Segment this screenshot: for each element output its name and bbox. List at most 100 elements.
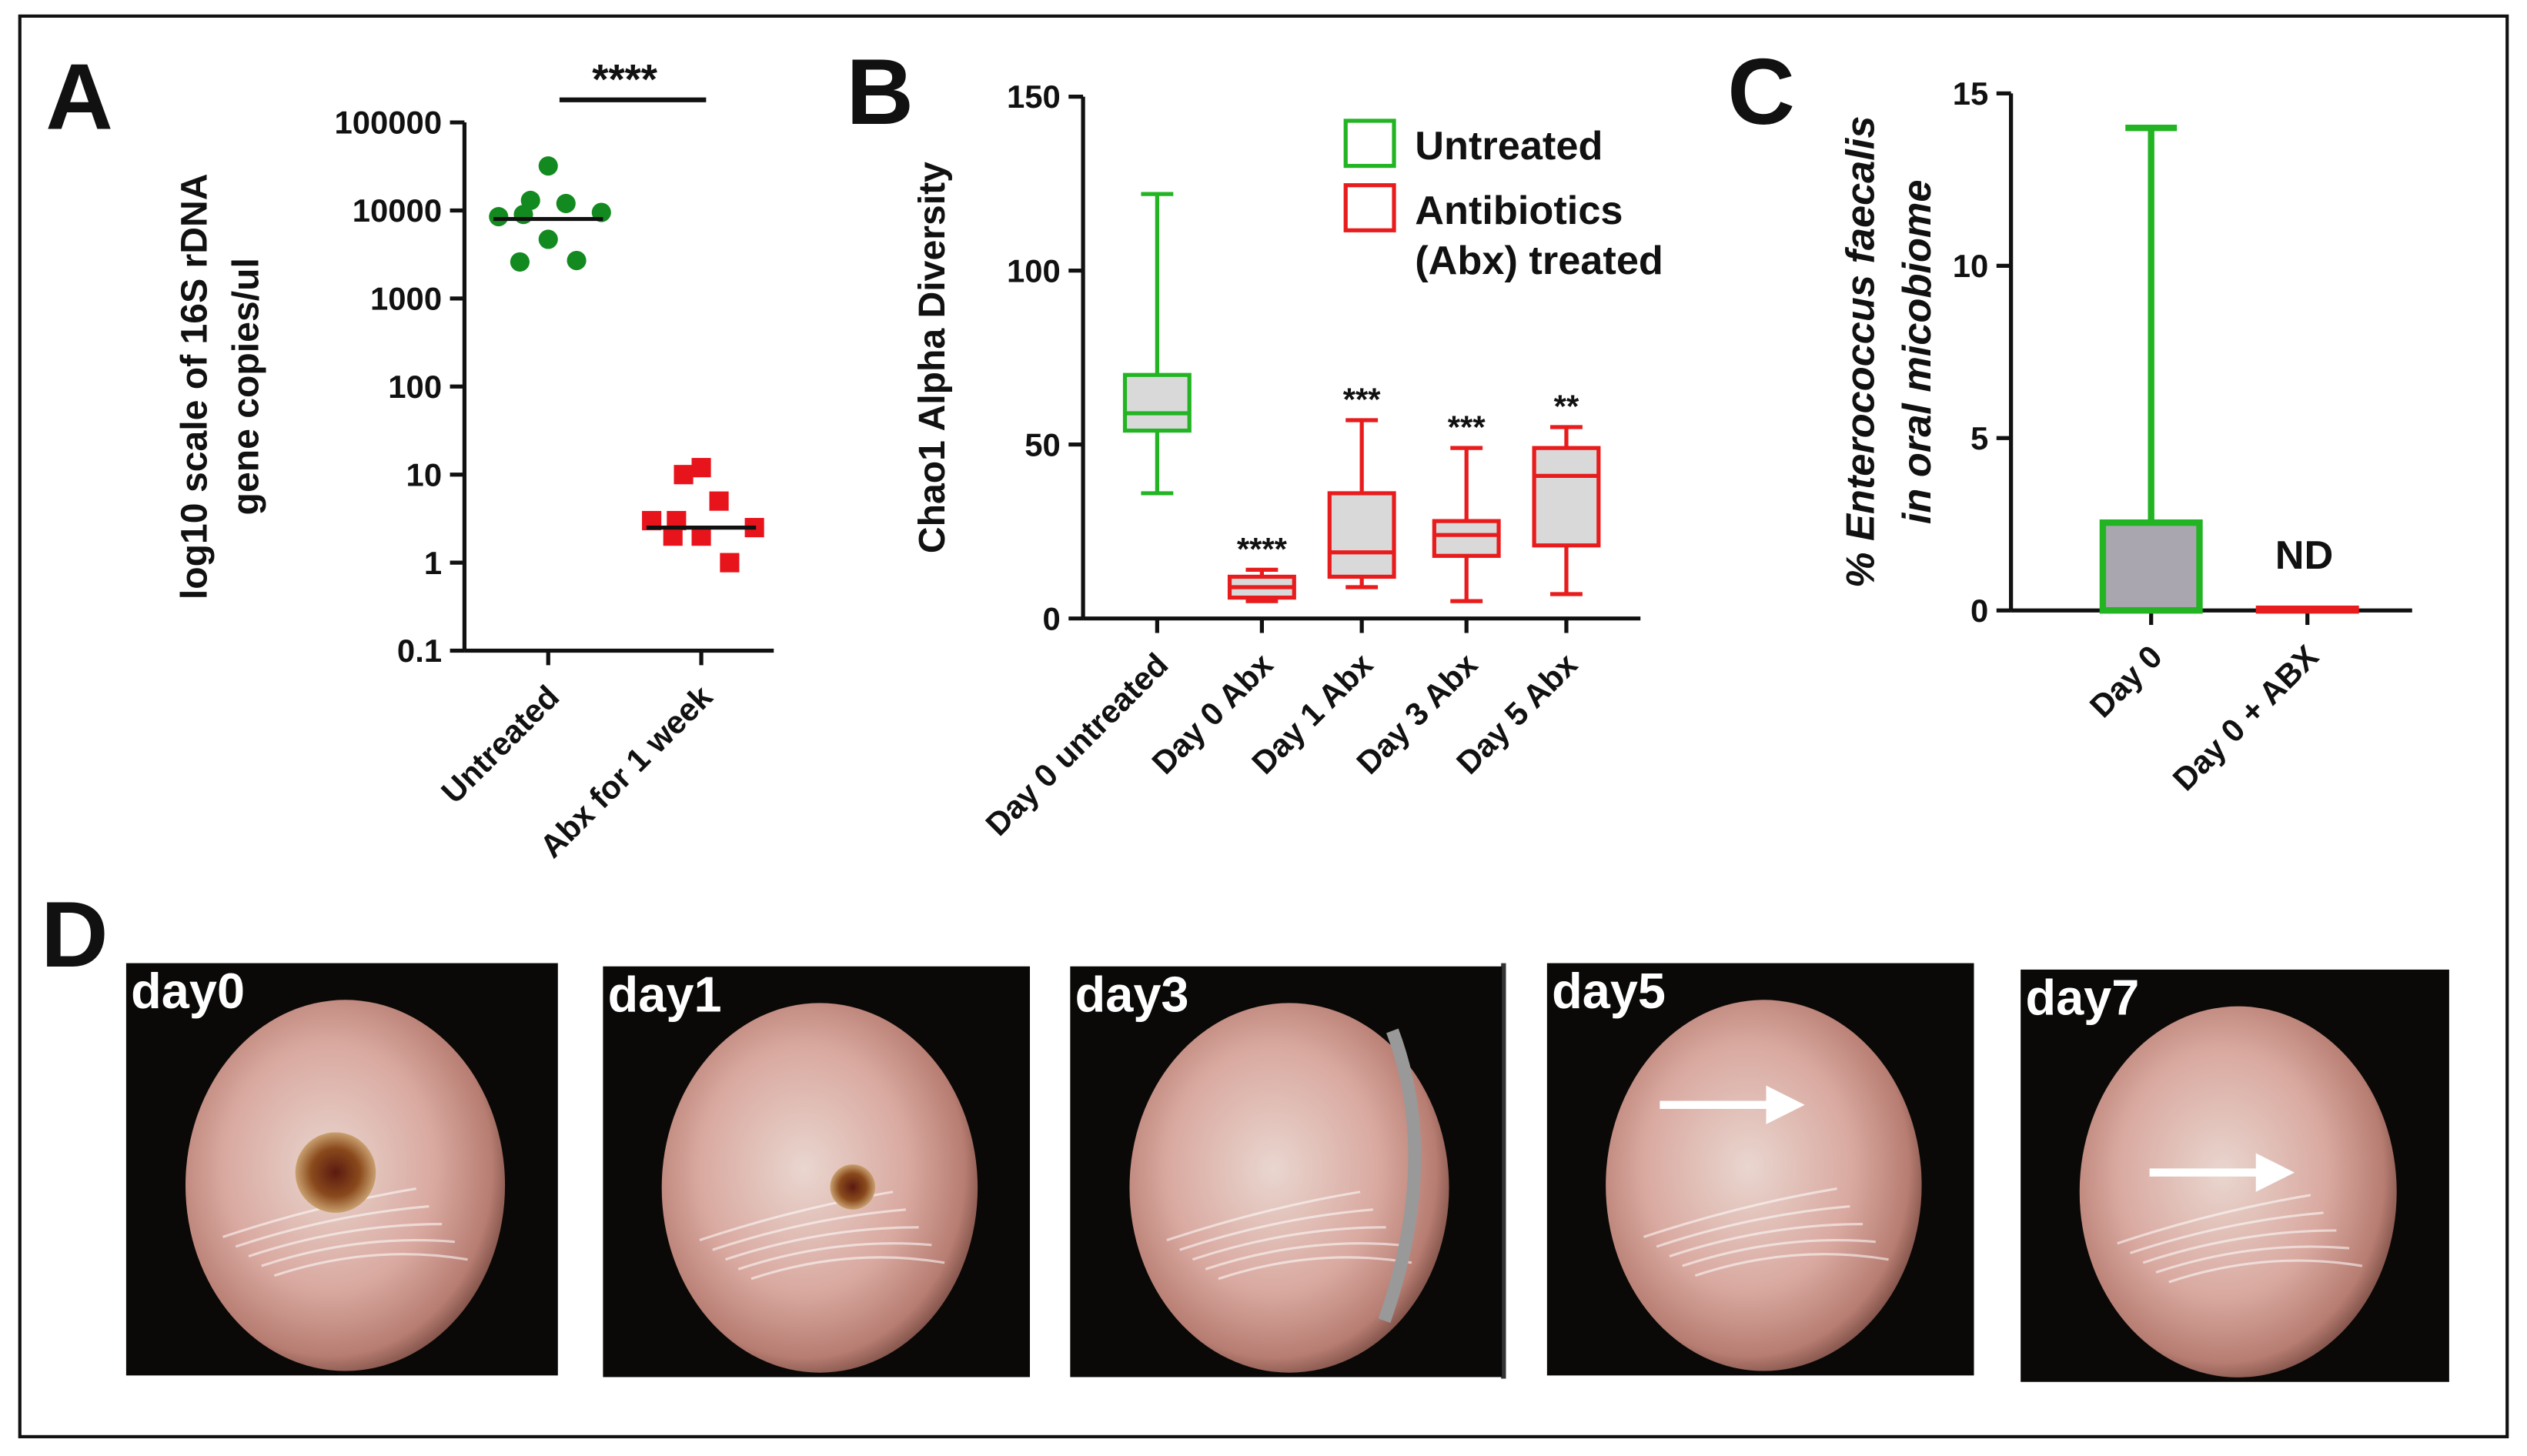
photo-detail (1682, 1239, 1876, 1267)
photo-detail (2117, 1194, 2311, 1245)
legend-label: Antibiotics (Abx) treated (1415, 189, 1663, 283)
panel-letter: A (45, 44, 113, 149)
photo-detail (750, 1256, 945, 1281)
photo-detail (1205, 1242, 1399, 1271)
photo-label: day3 (1075, 966, 1189, 1022)
photo-detail (261, 1239, 455, 1267)
point (556, 193, 576, 213)
point (510, 252, 530, 272)
y-tick-label: 0 (1970, 593, 1988, 629)
photo-label: day7 (2025, 970, 2139, 1026)
y-axis-label: log10 scale of 16S rDNA (174, 173, 216, 599)
point (663, 526, 683, 546)
photo: day5 (1546, 963, 1974, 1376)
point (538, 229, 558, 249)
arrow-head (2255, 1153, 2295, 1192)
photo-detail (1218, 1256, 1412, 1281)
photo-label: day0 (131, 963, 245, 1019)
arrow-head (1766, 1085, 1805, 1124)
photo-detail (273, 1253, 468, 1277)
point (691, 458, 711, 478)
photo-detail (1656, 1205, 1850, 1248)
y-axis-label: % Enterococcus faecalis (1839, 116, 1884, 589)
panel-letter: B (846, 39, 914, 144)
y-tick-label: 10 (406, 456, 443, 493)
legend-label: Untreated (1415, 124, 1603, 169)
legend-swatch (1343, 119, 1396, 169)
x-tick-label: Day 0 untreated (978, 646, 1175, 843)
photo-detail (1669, 1223, 1863, 1257)
y-tick-label: 50 (1025, 426, 1061, 463)
photo-view (1129, 1003, 1449, 1373)
box (1432, 519, 1501, 558)
wound (295, 1132, 376, 1213)
photo-detail (1192, 1226, 1386, 1261)
photo-view (1606, 1000, 1922, 1371)
panel-letter: D (41, 882, 109, 987)
photo-detail (2129, 1211, 2324, 1254)
annotation: ND (2275, 533, 2334, 578)
photo-detail (1694, 1253, 1889, 1277)
point (691, 526, 711, 546)
x-tick-label: Day 0 (2083, 638, 2169, 724)
photo-detail (1643, 1187, 1837, 1238)
y-tick-label: 10000 (353, 192, 442, 229)
y-tick-label: 0.1 (397, 633, 442, 669)
x-tick-label: Untreated (434, 678, 566, 810)
photo-detail (1378, 1028, 1422, 1323)
legend-swatch (1343, 183, 1396, 232)
photo-label: day5 (1552, 963, 1666, 1019)
y-tick-label: 1 (424, 545, 442, 581)
y-axis-label: Chao1 Alpha Diversity (911, 162, 953, 553)
photo: day0 (125, 963, 558, 1376)
photo: day1 (603, 966, 1031, 1378)
box (1532, 446, 1601, 548)
y-tick-label: 5 (1970, 420, 1988, 456)
photo-detail (1179, 1208, 1373, 1251)
wound (830, 1164, 876, 1210)
photo: day3 (1070, 966, 1502, 1378)
significance: **** (1237, 531, 1288, 567)
point (538, 156, 558, 176)
y-tick-label: 15 (1953, 75, 1989, 112)
y-axis-label: in oral micobiome (1895, 179, 1940, 524)
y-tick-label: 100000 (334, 105, 442, 141)
significance: *** (1343, 381, 1382, 417)
photo-detail (724, 1226, 919, 1261)
y-tick-label: 150 (1007, 78, 1061, 115)
photo-label: day1 (608, 966, 722, 1022)
photo-detail (2142, 1229, 2337, 1264)
figure-border (18, 14, 2509, 1438)
y-axis-label: gene copies/ul (226, 258, 267, 515)
bar (2099, 519, 2203, 614)
photo-detail (2155, 1245, 2350, 1274)
point (720, 553, 740, 573)
bar (2255, 605, 2359, 614)
photo-detail (737, 1242, 932, 1271)
point (513, 205, 533, 225)
significance: **** (592, 55, 658, 102)
point (674, 465, 694, 485)
photo-detail (1166, 1191, 1361, 1242)
y-tick-label: 10 (1953, 248, 1989, 284)
panel-letter: C (1727, 39, 1795, 144)
photo-view (2079, 1006, 2397, 1378)
point (489, 206, 509, 227)
x-tick-label: Day 0 + ABX (2166, 638, 2325, 797)
box (1122, 372, 1192, 433)
photo-detail (712, 1208, 907, 1251)
photo-detail (2168, 1259, 2363, 1284)
photo-detail (248, 1223, 443, 1257)
significance: *** (1448, 409, 1486, 446)
y-tick-label: 1000 (370, 281, 442, 317)
point (567, 250, 587, 271)
y-tick-label: 0 (1043, 600, 1061, 636)
photo: day7 (2021, 970, 2449, 1382)
point (709, 491, 729, 511)
photo-view (661, 1003, 978, 1373)
box (1327, 491, 1396, 579)
y-tick-label: 100 (388, 369, 442, 405)
photo-detail (235, 1205, 430, 1248)
